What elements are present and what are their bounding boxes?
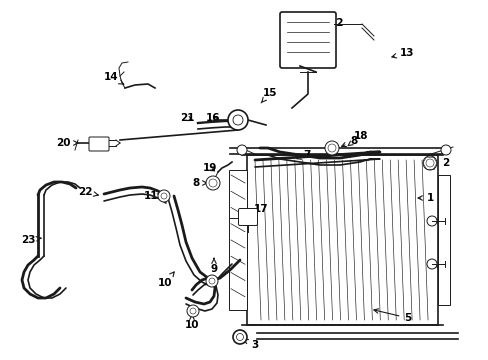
Text: 3: 3 [243, 339, 258, 350]
Text: 8: 8 [341, 136, 357, 147]
Text: 13: 13 [391, 48, 413, 58]
Circle shape [426, 259, 436, 269]
Text: 10: 10 [184, 314, 199, 330]
Circle shape [208, 278, 215, 284]
Text: 14: 14 [103, 72, 123, 84]
FancyBboxPatch shape [238, 208, 257, 225]
Text: 21: 21 [180, 113, 194, 123]
Text: 23: 23 [20, 235, 41, 245]
Bar [437, 175, 449, 305]
Circle shape [327, 144, 335, 152]
FancyBboxPatch shape [89, 137, 109, 151]
Text: 18: 18 [347, 131, 367, 146]
Text: 4: 4 [433, 216, 449, 226]
Text: 19: 19 [203, 163, 217, 173]
Text: 16: 16 [205, 113, 220, 123]
Circle shape [425, 159, 433, 167]
Bar [228, 170, 246, 310]
Circle shape [440, 145, 450, 155]
Bar [246, 155, 437, 325]
Text: 5: 5 [373, 309, 411, 323]
Circle shape [190, 308, 196, 314]
Text: 10: 10 [158, 272, 174, 288]
Circle shape [236, 333, 243, 341]
Text: 22: 22 [78, 187, 98, 197]
Circle shape [161, 193, 167, 199]
Circle shape [325, 141, 338, 155]
Circle shape [426, 216, 436, 226]
Circle shape [208, 179, 217, 187]
Circle shape [232, 330, 246, 344]
Text: 8: 8 [192, 178, 206, 188]
Text: 2: 2 [430, 158, 448, 168]
Text: 20: 20 [56, 138, 78, 148]
Text: 1: 1 [417, 193, 433, 203]
Circle shape [205, 275, 218, 287]
Text: 17: 17 [249, 204, 268, 217]
Circle shape [237, 145, 246, 155]
Text: 7: 7 [296, 150, 310, 160]
Text: 11: 11 [143, 191, 162, 201]
Circle shape [158, 190, 170, 202]
Circle shape [232, 115, 243, 125]
Text: 12: 12 [314, 18, 344, 30]
Circle shape [186, 305, 199, 317]
Circle shape [227, 110, 247, 130]
Circle shape [205, 176, 220, 190]
FancyBboxPatch shape [280, 12, 335, 68]
Text: 15: 15 [261, 88, 277, 103]
Circle shape [422, 156, 436, 170]
Text: 6: 6 [435, 265, 448, 275]
Text: 9: 9 [210, 258, 217, 274]
